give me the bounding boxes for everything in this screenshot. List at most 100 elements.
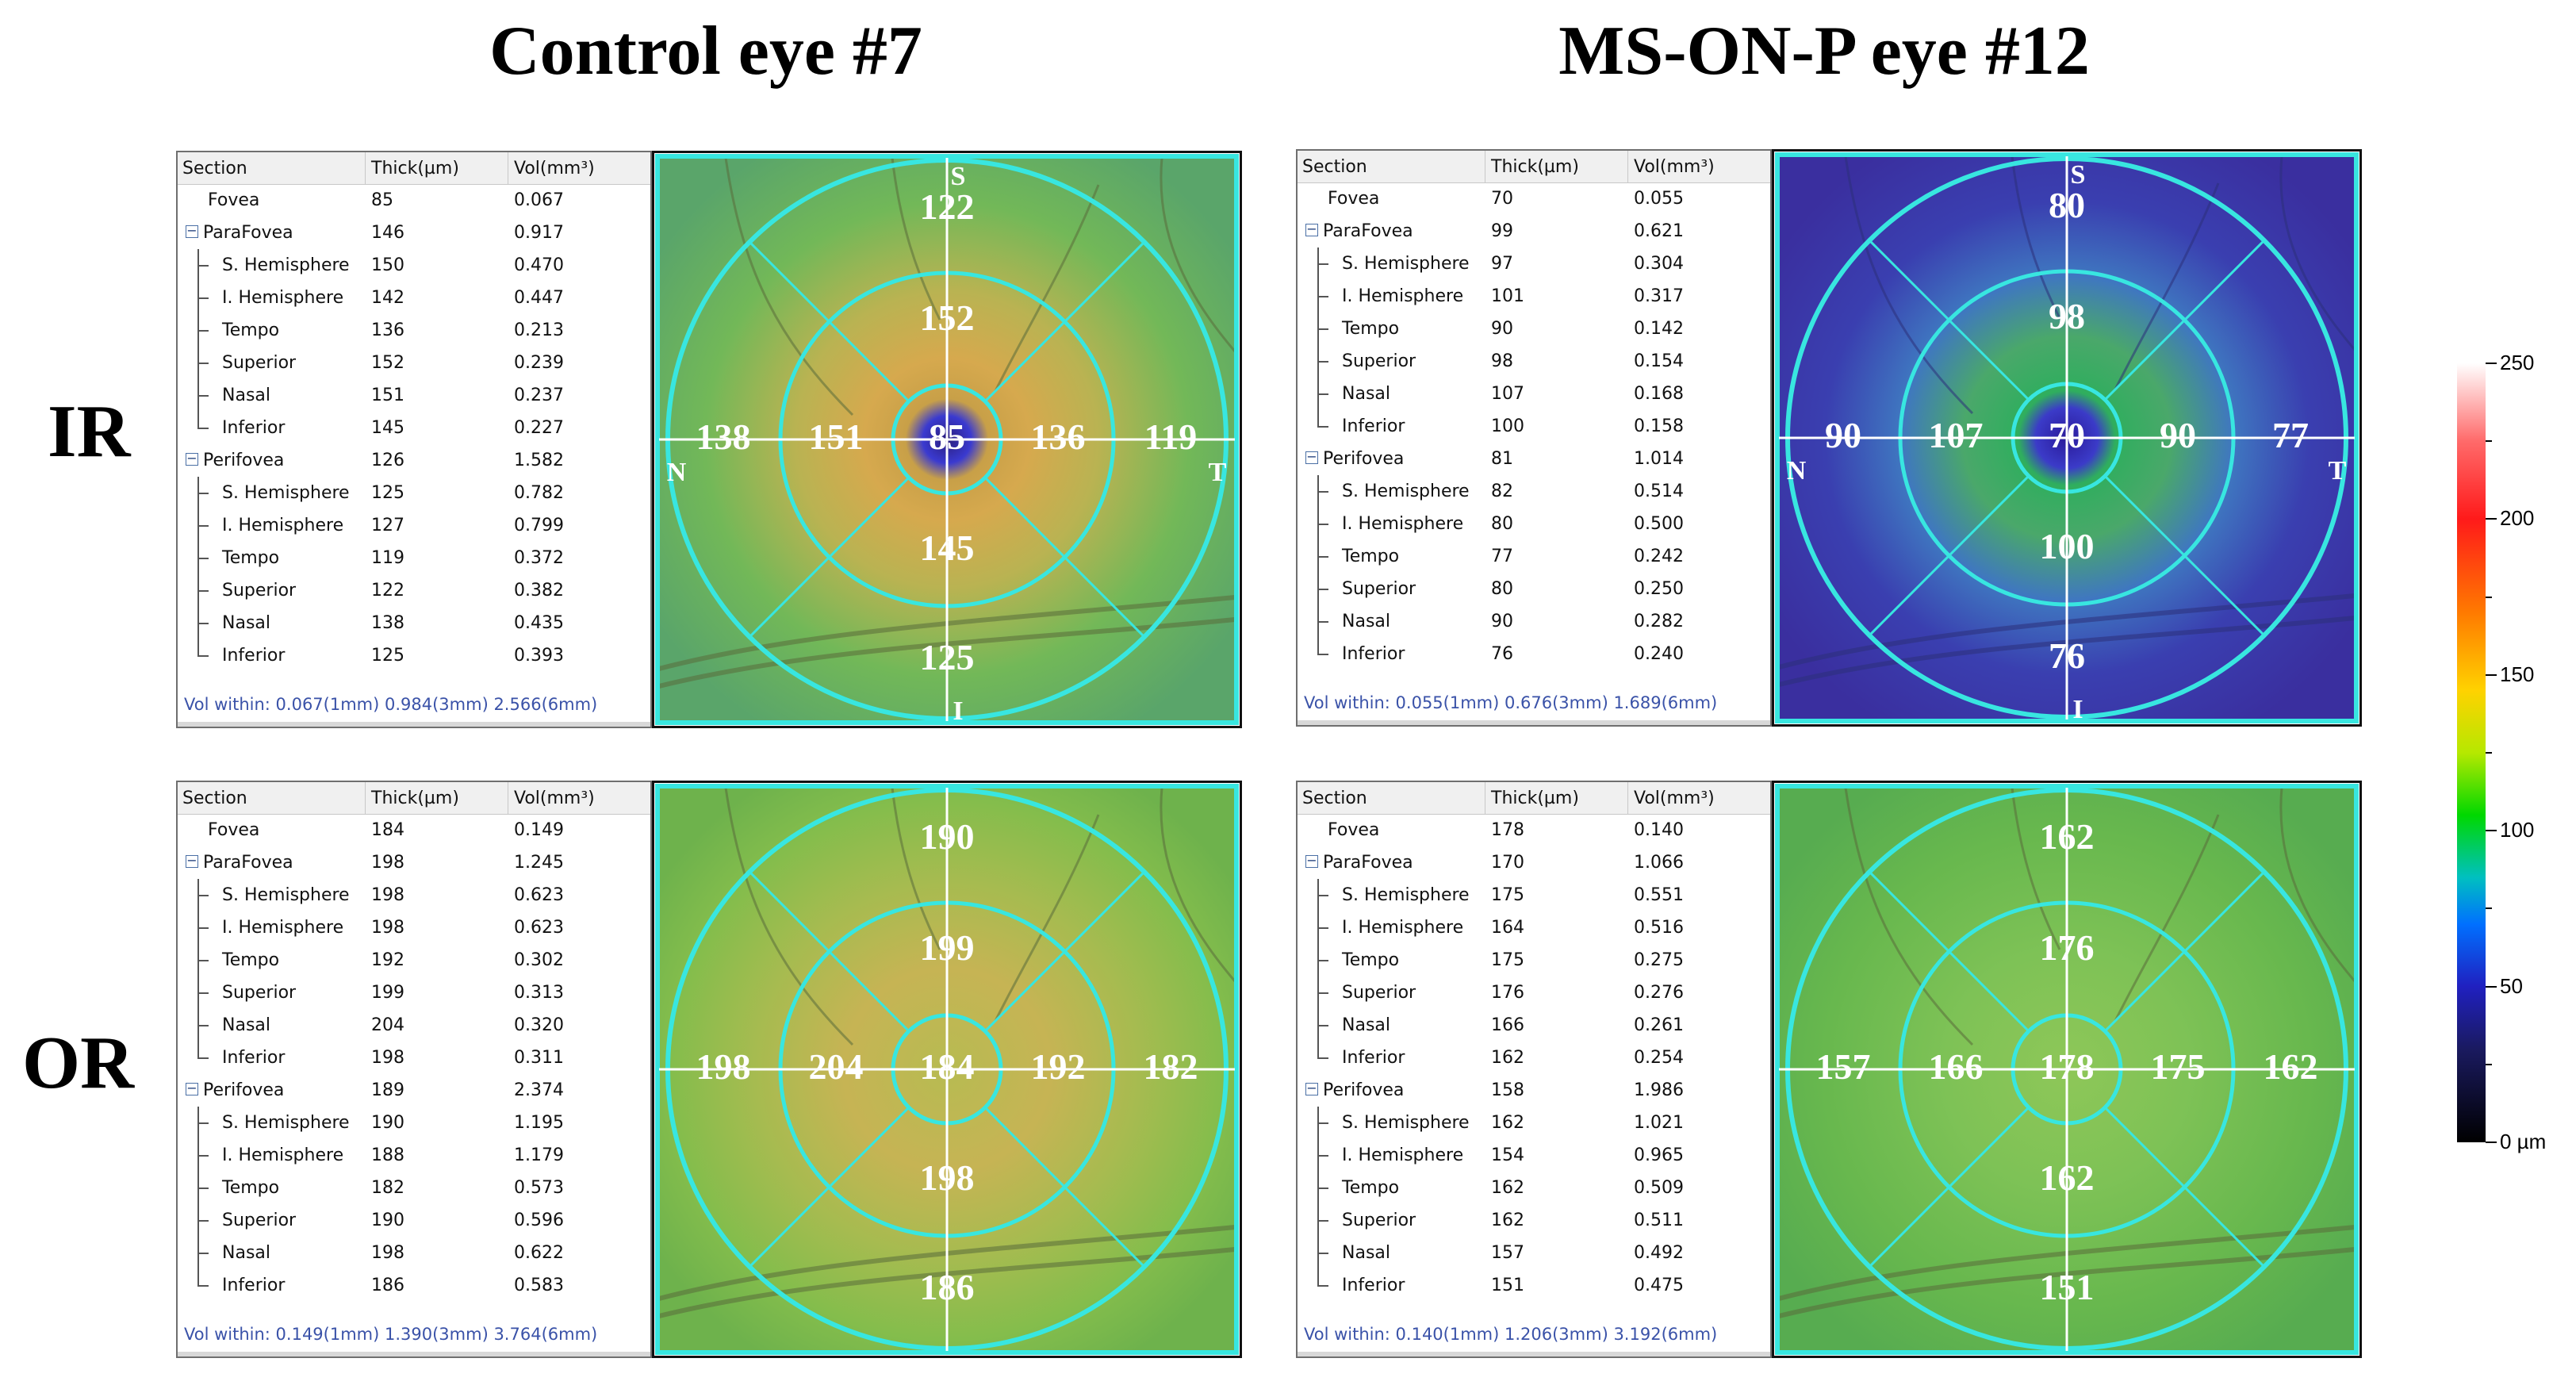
header-section[interactable]: Section: [182, 159, 247, 178]
table-row[interactable]: Tempo 119 0.372: [178, 542, 650, 574]
tree-connector: [197, 1155, 209, 1157]
header-divider[interactable]: [1627, 151, 1628, 182]
table-row[interactable]: Fovea 70 0.055: [1298, 182, 1770, 215]
table-row[interactable]: I. Hemisphere 80 0.500: [1298, 508, 1770, 540]
header-thick[interactable]: Thick(µm): [1491, 157, 1579, 177]
table-row[interactable]: Superior 122 0.382: [178, 574, 650, 607]
header-divider[interactable]: [1627, 782, 1628, 814]
header-divider[interactable]: [365, 782, 366, 814]
table-row[interactable]: Superior 162 0.511: [1298, 1204, 1770, 1237]
horizontal-scrollbar[interactable]: [178, 1352, 650, 1356]
etdrs-thickness-map[interactable]: 85 152 145 151 136 122 125 138 119 S I N T: [652, 151, 1242, 728]
table-row[interactable]: Inferior 198 0.311: [178, 1042, 650, 1074]
table-row[interactable]: − ParaFovea 99 0.621: [1298, 215, 1770, 247]
collapse-toggle-icon[interactable]: −: [186, 1080, 198, 1095]
table-row[interactable]: Tempo 175 0.275: [1298, 944, 1770, 977]
table-row[interactable]: S. Hemisphere 162 1.021: [1298, 1107, 1770, 1139]
table-row[interactable]: Fovea 184 0.149: [178, 814, 650, 846]
table-row[interactable]: I. Hemisphere 101 0.317: [1298, 280, 1770, 313]
table-row[interactable]: − Perifovea 126 1.582: [178, 444, 650, 477]
table-row[interactable]: Superior 176 0.276: [1298, 977, 1770, 1009]
table-row[interactable]: I. Hemisphere 127 0.799: [178, 509, 650, 542]
table-row[interactable]: Nasal 198 0.622: [178, 1237, 650, 1269]
table-row[interactable]: Inferior 76 0.240: [1298, 638, 1770, 670]
table-row[interactable]: S. Hemisphere 82 0.514: [1298, 475, 1770, 508]
table-row[interactable]: Tempo 77 0.242: [1298, 540, 1770, 573]
tree-line: [197, 282, 199, 314]
header-thick[interactable]: Thick(µm): [371, 159, 459, 178]
table-row[interactable]: I. Hemisphere 164 0.516: [1298, 911, 1770, 944]
table-row[interactable]: Nasal 204 0.320: [178, 1009, 650, 1042]
perifovea-inferior-value: 76: [2049, 635, 2085, 676]
table-row[interactable]: S. Hemisphere 198 0.623: [178, 879, 650, 911]
header-vol[interactable]: Vol(mm³): [1634, 157, 1715, 177]
table-row[interactable]: Nasal 166 0.261: [1298, 1009, 1770, 1042]
table-row[interactable]: Nasal 157 0.492: [1298, 1237, 1770, 1269]
table-row[interactable]: Tempo 192 0.302: [178, 944, 650, 977]
colorbar-minor-tick: [2486, 1064, 2492, 1065]
table-row[interactable]: Tempo 162 0.509: [1298, 1172, 1770, 1204]
table-row[interactable]: Superior 190 0.596: [178, 1204, 650, 1237]
table-row[interactable]: S. Hemisphere 175 0.551: [1298, 879, 1770, 911]
table-row[interactable]: S. Hemisphere 150 0.470: [178, 249, 650, 282]
table-row[interactable]: Superior 98 0.154: [1298, 345, 1770, 378]
table-row[interactable]: Superior 80 0.250: [1298, 573, 1770, 605]
table-row[interactable]: Inferior 186 0.583: [178, 1269, 650, 1302]
table-row[interactable]: Nasal 151 0.237: [178, 379, 650, 412]
header-vol[interactable]: Vol(mm³): [1634, 789, 1715, 808]
collapse-toggle-icon[interactable]: −: [1305, 853, 1318, 868]
table-row[interactable]: Superior 152 0.239: [178, 347, 650, 379]
etdrs-thickness-map[interactable]: 184 199 198 204 192 190 186 198 182: [652, 781, 1242, 1358]
horizontal-scrollbar[interactable]: [1298, 720, 1770, 725]
table-row[interactable]: Tempo 182 0.573: [178, 1172, 650, 1204]
collapse-toggle-icon[interactable]: −: [186, 451, 198, 466]
collapse-toggle-icon[interactable]: −: [1305, 449, 1318, 464]
table-row[interactable]: − ParaFovea 170 1.066: [1298, 846, 1770, 879]
table-row[interactable]: Inferior 125 0.393: [178, 639, 650, 672]
table-row[interactable]: I. Hemisphere 142 0.447: [178, 282, 650, 314]
collapse-toggle-icon[interactable]: −: [1305, 221, 1318, 236]
header-thick[interactable]: Thick(µm): [1491, 789, 1579, 808]
table-row[interactable]: S. Hemisphere 190 1.195: [178, 1107, 650, 1139]
table-row[interactable]: Nasal 90 0.282: [1298, 605, 1770, 638]
table-row[interactable]: Nasal 107 0.168: [1298, 378, 1770, 410]
horizontal-scrollbar[interactable]: [178, 722, 650, 727]
horizontal-scrollbar[interactable]: [1298, 1352, 1770, 1356]
perifovea-nasal-value: 157: [1816, 1046, 1871, 1087]
collapse-toggle-icon[interactable]: −: [186, 853, 198, 868]
header-vol[interactable]: Vol(mm³): [514, 789, 595, 808]
header-divider[interactable]: [365, 152, 366, 184]
tree-connector: [197, 623, 209, 624]
table-row[interactable]: S. Hemisphere 97 0.304: [1298, 247, 1770, 280]
collapse-toggle-icon[interactable]: −: [186, 223, 198, 238]
header-section[interactable]: Section: [182, 789, 247, 808]
table-row[interactable]: S. Hemisphere 125 0.782: [178, 477, 650, 509]
table-row[interactable]: Fovea 85 0.067: [178, 184, 650, 217]
collapse-toggle-icon[interactable]: −: [1305, 1080, 1318, 1095]
table-row[interactable]: Superior 199 0.313: [178, 977, 650, 1009]
table-row[interactable]: I. Hemisphere 188 1.179: [178, 1139, 650, 1172]
etdrs-thickness-map[interactable]: 70 98 100 107 90 80 76 90 77 S I N T: [1772, 149, 2362, 727]
colorbar-minor-tick: [2486, 907, 2492, 909]
table-row[interactable]: − Perifovea 189 2.374: [178, 1074, 650, 1107]
table-row[interactable]: − Perifovea 158 1.986: [1298, 1074, 1770, 1107]
header-thick[interactable]: Thick(µm): [371, 789, 459, 808]
table-row[interactable]: − ParaFovea 146 0.917: [178, 217, 650, 249]
header-vol[interactable]: Vol(mm³): [514, 159, 595, 178]
table-row[interactable]: Tempo 136 0.213: [178, 314, 650, 347]
table-row[interactable]: Inferior 100 0.158: [1298, 410, 1770, 443]
header-section[interactable]: Section: [1302, 789, 1367, 808]
table-row[interactable]: I. Hemisphere 198 0.623: [178, 911, 650, 944]
table-row[interactable]: Fovea 178 0.140: [1298, 814, 1770, 846]
table-row[interactable]: Nasal 138 0.435: [178, 607, 650, 639]
etdrs-thickness-map[interactable]: 178 176 162 166 175 162 151 157 162: [1772, 781, 2362, 1358]
header-section[interactable]: Section: [1302, 157, 1367, 177]
table-row[interactable]: Inferior 151 0.475: [1298, 1269, 1770, 1302]
table-row[interactable]: − Perifovea 81 1.014: [1298, 443, 1770, 475]
table-row[interactable]: Tempo 90 0.142: [1298, 313, 1770, 345]
table-row[interactable]: − ParaFovea 198 1.245: [178, 846, 650, 879]
row-volume: 1.986: [1634, 1080, 1684, 1100]
table-row[interactable]: Inferior 145 0.227: [178, 412, 650, 444]
table-row[interactable]: I. Hemisphere 154 0.965: [1298, 1139, 1770, 1172]
table-row[interactable]: Inferior 162 0.254: [1298, 1042, 1770, 1074]
